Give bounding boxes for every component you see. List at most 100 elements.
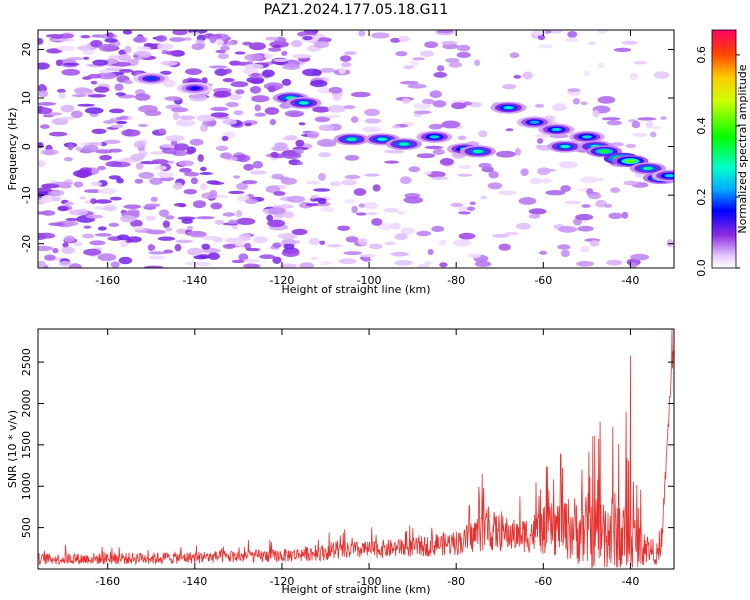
heatmap-cell (274, 142, 288, 149)
heatmap-cell (253, 236, 268, 244)
heatmap-cell (201, 243, 211, 250)
x-tick-label: -60 (534, 575, 552, 588)
heatmap-cell (214, 68, 228, 77)
heatmap-feature (189, 86, 200, 91)
heatmap-cell (291, 228, 308, 236)
heatmap-feature (560, 144, 571, 149)
heatmap-feature (581, 135, 592, 139)
heatmap-cell (196, 114, 216, 122)
heatmap-cell (487, 182, 503, 190)
heatmap-cell (41, 183, 61, 189)
heatmap-cell (262, 69, 275, 78)
heatmap-cell (390, 222, 401, 230)
heatmap-cell (537, 137, 544, 144)
heatmap-cell (104, 38, 118, 43)
heatmap-cell (245, 198, 258, 204)
heatmap-cell (637, 117, 657, 121)
heatmap-cell (265, 36, 279, 41)
heatmap-cell (125, 128, 133, 137)
heatmap-cell (109, 118, 118, 123)
heatmap-cell (99, 69, 111, 74)
y-tick-label: 2000 (20, 389, 33, 417)
heatmap-cell (439, 262, 448, 268)
heatmap-cell (432, 148, 445, 155)
heatmap-cell (548, 30, 563, 34)
heatmap-cell (534, 103, 545, 108)
heatmap-cell (269, 119, 276, 126)
heatmap-cell (83, 225, 92, 229)
heatmap-cell (353, 188, 367, 196)
heatmap-cell (188, 231, 207, 238)
heatmap-cell (608, 212, 623, 220)
heatmap-cell (94, 199, 112, 204)
heatmap-cell (577, 225, 594, 232)
heatmap-cell (587, 192, 602, 200)
heatmap-cell (145, 215, 157, 221)
heatmap-cell (241, 259, 261, 263)
heatmap-cell (97, 72, 117, 80)
heatmap-cell (652, 125, 662, 130)
heatmap-cell (57, 45, 76, 52)
heatmap-cell (176, 228, 187, 234)
heatmap-cell (545, 190, 566, 196)
heatmap-cell (416, 230, 432, 237)
heatmap-cell (299, 262, 314, 268)
heatmap-cell (437, 30, 453, 34)
heatmap-cell (38, 102, 56, 106)
heatmap-cell (132, 54, 139, 58)
heatmap-cell (505, 128, 514, 132)
heatmap-cell (73, 169, 93, 178)
heatmap-cell (173, 182, 183, 190)
heatmap-cell (98, 43, 118, 52)
heatmap-cell (284, 110, 305, 118)
heatmap-cell (82, 49, 96, 56)
heatmap-cell (107, 59, 118, 64)
heatmap-cell (341, 62, 352, 68)
heatmap-cell (186, 225, 193, 231)
heatmap-cell (629, 72, 639, 81)
heatmap-cell (358, 30, 366, 37)
heatmap-cell (560, 249, 570, 258)
heatmap-cell (222, 243, 236, 249)
heatmap-cell (146, 229, 166, 235)
x-tick-label: -160 (95, 274, 120, 287)
heatmap-cell (413, 103, 431, 110)
heatmap-cell (108, 175, 121, 180)
x-tick-label: -80 (447, 575, 465, 588)
heatmap-cell (45, 34, 64, 38)
heatmap-cell (84, 107, 104, 114)
heatmap-cell (282, 63, 301, 70)
heatmap-cell (504, 232, 519, 236)
heatmap-cell (136, 46, 152, 51)
heatmap-cell (448, 61, 463, 68)
heatmap-cell (72, 94, 87, 98)
heatmap-cell (192, 200, 207, 209)
heatmap-cell (243, 163, 255, 171)
heatmap-cell (165, 135, 185, 142)
heatmap-cell (244, 53, 264, 62)
heatmap-cell (458, 211, 471, 215)
heatmap-cell (151, 159, 169, 165)
snr-ylabel: SNR (10 * v/v) (6, 410, 19, 488)
heatmap-cell (48, 222, 65, 226)
heatmap-cell (183, 188, 197, 195)
heatmap-cell (178, 115, 196, 120)
heatmap-cell (319, 67, 336, 73)
heatmap-cell (199, 183, 208, 191)
heatmap-feature (664, 174, 674, 178)
heatmap-cell (104, 67, 124, 72)
heatmap-cell (159, 144, 175, 149)
heatmap-cell (280, 263, 298, 268)
heatmap-cell (184, 171, 200, 177)
heatmap-cell (424, 145, 444, 150)
heatmap-cell (134, 178, 144, 184)
heatmap-cell (49, 38, 59, 42)
heatmap-cell (344, 174, 361, 180)
y-tick-label: -20 (20, 235, 33, 253)
heatmap-cell (420, 50, 434, 57)
heatmap-cell (350, 116, 359, 123)
heatmap-cell (83, 91, 95, 96)
heatmap-cell (264, 54, 273, 59)
heatmap-cell (573, 218, 582, 226)
